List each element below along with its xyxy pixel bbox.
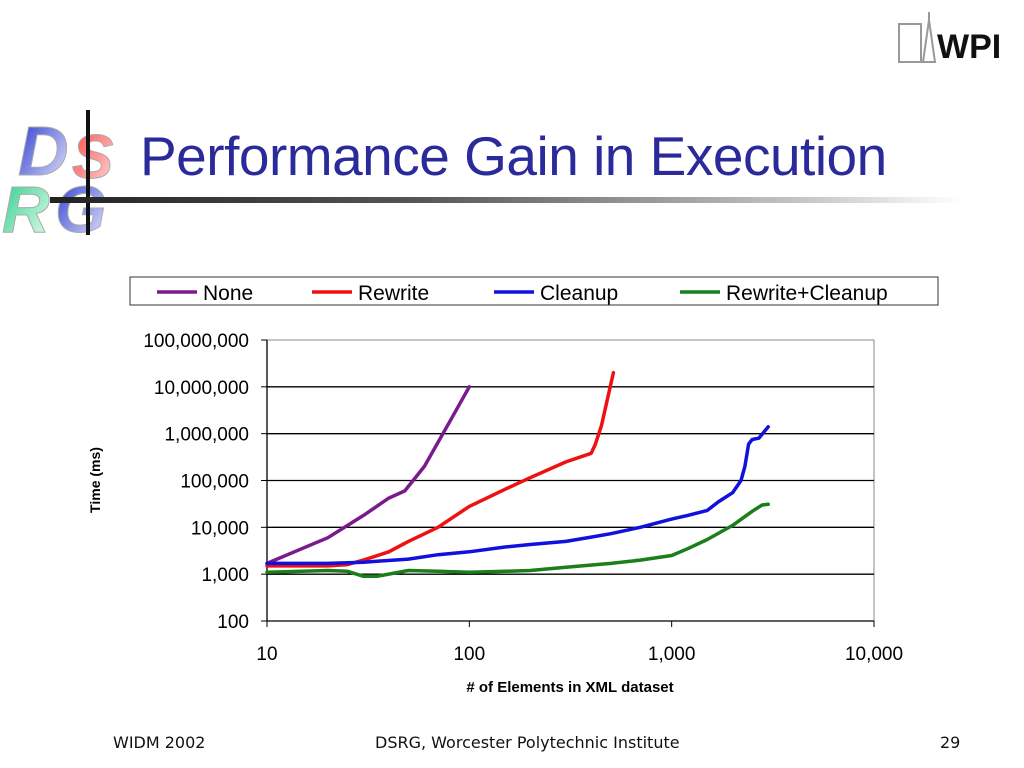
x-tick-label: 10 [256, 644, 277, 665]
series-line-rewrite-cleanup [265, 502, 770, 579]
slide-title: Performance Gain in Execution [140, 125, 887, 187]
legend-label: None [203, 282, 253, 305]
footer-conference: WIDM 2002 [113, 733, 206, 752]
x-axis-label: # of Elements in XML dataset [466, 679, 673, 696]
y-tick-label: 10,000,000 [154, 378, 249, 399]
svg-text:R: R [2, 172, 50, 240]
footer-page-number: 29 [940, 733, 961, 752]
y-tick-label: 100 [217, 612, 249, 633]
y-tick-label: 100,000,000 [143, 331, 249, 352]
title-divider [50, 197, 960, 203]
wpi-logo: WPI [898, 12, 1001, 65]
svg-text:D: D [18, 112, 69, 190]
legend: None Rewrite Cleanup Rewrite+Cleanup [129, 276, 939, 306]
y-tick-label: 10,000 [191, 518, 249, 539]
x-tick-label: 100 [453, 644, 485, 665]
x-tick-label: 10,000 [845, 644, 903, 665]
y-tick-label: 1,000 [201, 565, 249, 586]
footer-organization: DSRG, Worcester Polytechnic Institute [375, 733, 680, 752]
y-tick-label: 1,000,000 [164, 425, 249, 446]
x-tick-label: 1,000 [648, 644, 696, 665]
legend-label: Rewrite+Cleanup [726, 282, 888, 305]
series-line-none [265, 385, 472, 566]
legend-label: Cleanup [540, 282, 618, 305]
svg-text:S: S [72, 123, 113, 192]
series-line-cleanup [265, 425, 770, 566]
y-axis-label: Time (ms) [87, 447, 103, 513]
svg-text:G: G [55, 172, 106, 240]
legend-label: Rewrite [358, 282, 429, 305]
svg-text:WPI: WPI [937, 28, 1001, 65]
y-tick-label: 100,000 [180, 472, 249, 493]
